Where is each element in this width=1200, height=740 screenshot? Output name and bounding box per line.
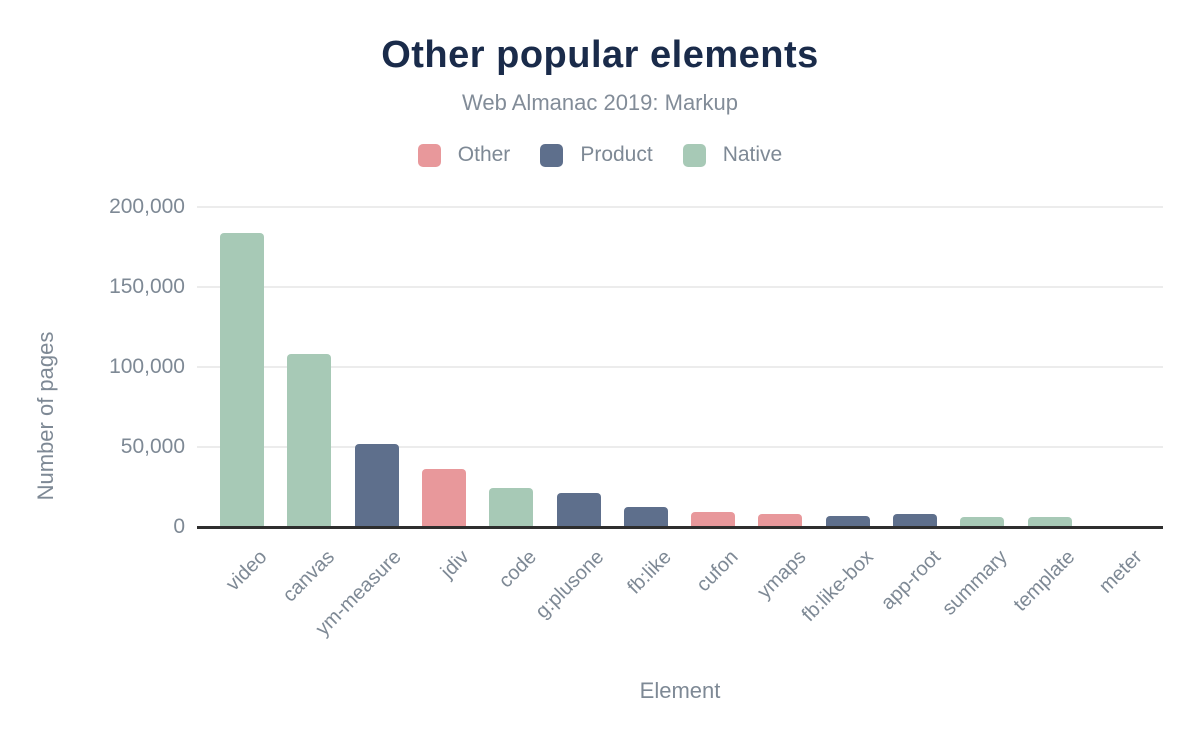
- x-tick-label: ymaps: [752, 546, 810, 604]
- x-tick-label: cufon: [692, 546, 743, 597]
- x-axis-line: [197, 526, 1163, 529]
- gridline: [197, 286, 1163, 288]
- bar-canvas[interactable]: [287, 354, 332, 527]
- y-tick-label: 150,000: [109, 275, 185, 298]
- bar-template[interactable]: [1027, 517, 1072, 527]
- bar-code[interactable]: [489, 487, 534, 527]
- x-tick-label: fb:like: [622, 546, 676, 599]
- gridline: [197, 366, 1163, 368]
- legend-item-other: Other: [417, 143, 511, 167]
- x-tick-label: jdiv: [436, 546, 474, 583]
- x-tick-label: meter: [1094, 546, 1147, 598]
- x-tick-label: app-root: [876, 546, 945, 615]
- x-axis-title: Element: [639, 678, 721, 703]
- y-tick-label: 100,000: [109, 355, 185, 378]
- x-tick-label: g:plusone: [531, 546, 609, 623]
- bar-video[interactable]: [220, 232, 264, 527]
- x-tick-label: summary: [938, 546, 1012, 620]
- legend-swatch: [682, 143, 706, 167]
- x-tick-label: template: [1009, 546, 1080, 616]
- y-tick-label: 0: [173, 515, 185, 538]
- chart-subtitle: Web Almanac 2019: Markup: [462, 90, 738, 115]
- legend-item-native: Native: [682, 143, 783, 167]
- x-tick-label: video: [222, 546, 272, 596]
- x-tick-label: canvas: [278, 546, 339, 607]
- bar-g:plusone[interactable]: [556, 493, 601, 527]
- legend-label: Product: [580, 143, 653, 166]
- x-tick-label: code: [494, 546, 541, 593]
- bar-summary[interactable]: [960, 517, 1005, 527]
- legend-item-product: Product: [540, 143, 653, 167]
- bar-ym-measure[interactable]: [354, 443, 399, 527]
- legend-swatch: [540, 143, 564, 167]
- legend-label: Other: [457, 143, 511, 166]
- chart-title: Other popular elements: [381, 34, 819, 76]
- y-tick-label: 50,000: [120, 435, 185, 458]
- legend-label: Native: [722, 143, 783, 166]
- bar-cufon[interactable]: [691, 511, 736, 527]
- legend-swatch: [417, 143, 441, 167]
- bar-ymaps[interactable]: [758, 513, 803, 527]
- bar-app-root[interactable]: [893, 514, 937, 527]
- bar-fb:like[interactable]: [623, 507, 668, 527]
- gridline: [197, 206, 1163, 208]
- x-tick-label: fb:like-box: [797, 546, 878, 627]
- legend: Other Product Native: [0, 143, 1200, 167]
- gridline: [197, 446, 1163, 448]
- bar-fb:like-box[interactable]: [825, 515, 870, 527]
- y-tick-label: 200,000: [109, 195, 185, 218]
- bar-jdiv[interactable]: [421, 468, 466, 527]
